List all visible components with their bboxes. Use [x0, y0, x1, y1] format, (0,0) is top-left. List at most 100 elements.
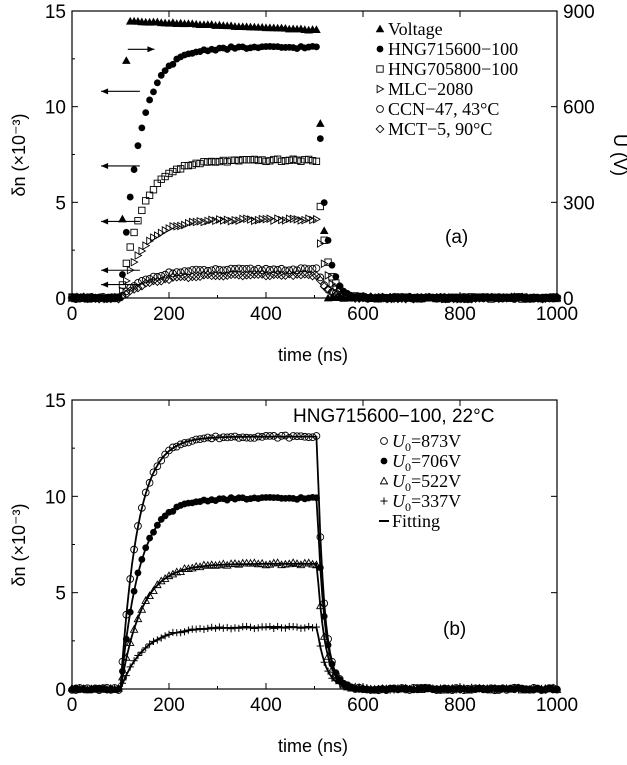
data-point: [235, 157, 243, 165]
data-point: [196, 159, 204, 168]
data-point: [305, 622, 313, 631]
data-point: [192, 159, 200, 167]
data-point: [142, 109, 150, 116]
data-point: [157, 71, 165, 79]
data-point: [494, 294, 504, 304]
data-point: [544, 293, 554, 303]
data-point: [346, 291, 356, 301]
fitting-line: [72, 435, 557, 690]
legend-label: MCT−5, 90°C: [388, 119, 492, 139]
data-point: [363, 684, 371, 692]
data-point: [157, 456, 166, 465]
data-point: [293, 214, 302, 224]
data-point: [150, 88, 157, 96]
data-point: [207, 271, 217, 281]
data-point: [436, 292, 446, 302]
data-point: [169, 167, 177, 176]
data-point: [540, 294, 550, 304]
x-tick-label: 800: [444, 304, 476, 325]
data-point: [185, 218, 193, 228]
data-point: [254, 156, 262, 165]
right-y-tick-label: 900: [563, 2, 595, 23]
data-point: [157, 228, 166, 238]
y-tick-label: 10: [45, 98, 66, 119]
data-point: [204, 158, 212, 166]
data-point: [149, 272, 158, 281]
data-point: [129, 624, 139, 633]
data-point: [324, 236, 332, 244]
data-point: [133, 614, 143, 623]
x-tick-label: 200: [153, 695, 185, 716]
data-point: [230, 559, 240, 567]
data-point: [367, 686, 375, 694]
data-point: [390, 686, 398, 694]
data-point: [118, 291, 127, 301]
data-point: [246, 434, 255, 442]
legend-label-var: U: [392, 451, 406, 471]
series: [68, 431, 561, 695]
y-tick-label: 0: [55, 680, 66, 701]
data-point: [305, 214, 314, 224]
right-y-tick-label: 600: [563, 98, 595, 119]
data-point: [145, 274, 154, 283]
data-point: [173, 221, 182, 231]
data-point: [161, 226, 170, 235]
x-tick-label: 1000: [536, 304, 578, 325]
data-point: [266, 214, 275, 224]
data-point: [249, 558, 259, 567]
data-point: [242, 270, 252, 280]
data-point: [180, 267, 189, 275]
data-point: [451, 293, 461, 303]
data-point: [552, 292, 562, 302]
data-point: [238, 271, 248, 281]
data-point: [216, 215, 224, 224]
data-point: [134, 217, 142, 225]
data-point: [277, 157, 286, 165]
data-point: [90, 294, 100, 303]
data-point: [122, 56, 131, 64]
x-tick-label: 1000: [536, 695, 578, 716]
data-point: [261, 271, 271, 281]
data-point: [343, 291, 352, 301]
data-point: [157, 272, 166, 280]
data-point: [280, 271, 290, 280]
axis-arrow-head: [101, 267, 109, 274]
data-point: [161, 270, 169, 279]
data-point: [316, 202, 324, 211]
data-point: [316, 239, 325, 248]
data-point: [374, 294, 383, 303]
legend-label-var: U: [392, 471, 406, 491]
data-point: [440, 292, 449, 302]
data-point: [226, 270, 236, 280]
data-point: [176, 272, 186, 282]
panel-a-legend: VoltageHNG715600−100HNG705800−100MLC−208…: [375, 19, 518, 139]
data-point: [181, 220, 190, 230]
axis-arrow-head: [147, 46, 155, 53]
data-point: [443, 293, 453, 302]
data-point: [141, 596, 151, 604]
data-point: [154, 231, 162, 240]
data-point: [413, 294, 422, 303]
data-point: [238, 264, 247, 273]
data-point: [269, 265, 278, 274]
data-point: [83, 294, 92, 304]
data-point: [125, 286, 135, 296]
legend-marker: [379, 476, 389, 485]
panel-b-x-axis-title: time (ns): [278, 736, 348, 756]
data-point: [273, 433, 282, 442]
data-point: [199, 270, 209, 280]
data-point: [169, 221, 178, 231]
data-point: [258, 156, 266, 164]
legend-marker: [376, 105, 384, 113]
data-point: [227, 216, 236, 226]
data-point: [339, 291, 348, 300]
data-point: [134, 142, 142, 150]
data-point: [153, 462, 162, 471]
legend-marker: [380, 497, 388, 505]
data-point: [146, 96, 154, 104]
data-point: [312, 25, 321, 33]
data-point: [211, 271, 220, 281]
data-point: [293, 156, 301, 164]
